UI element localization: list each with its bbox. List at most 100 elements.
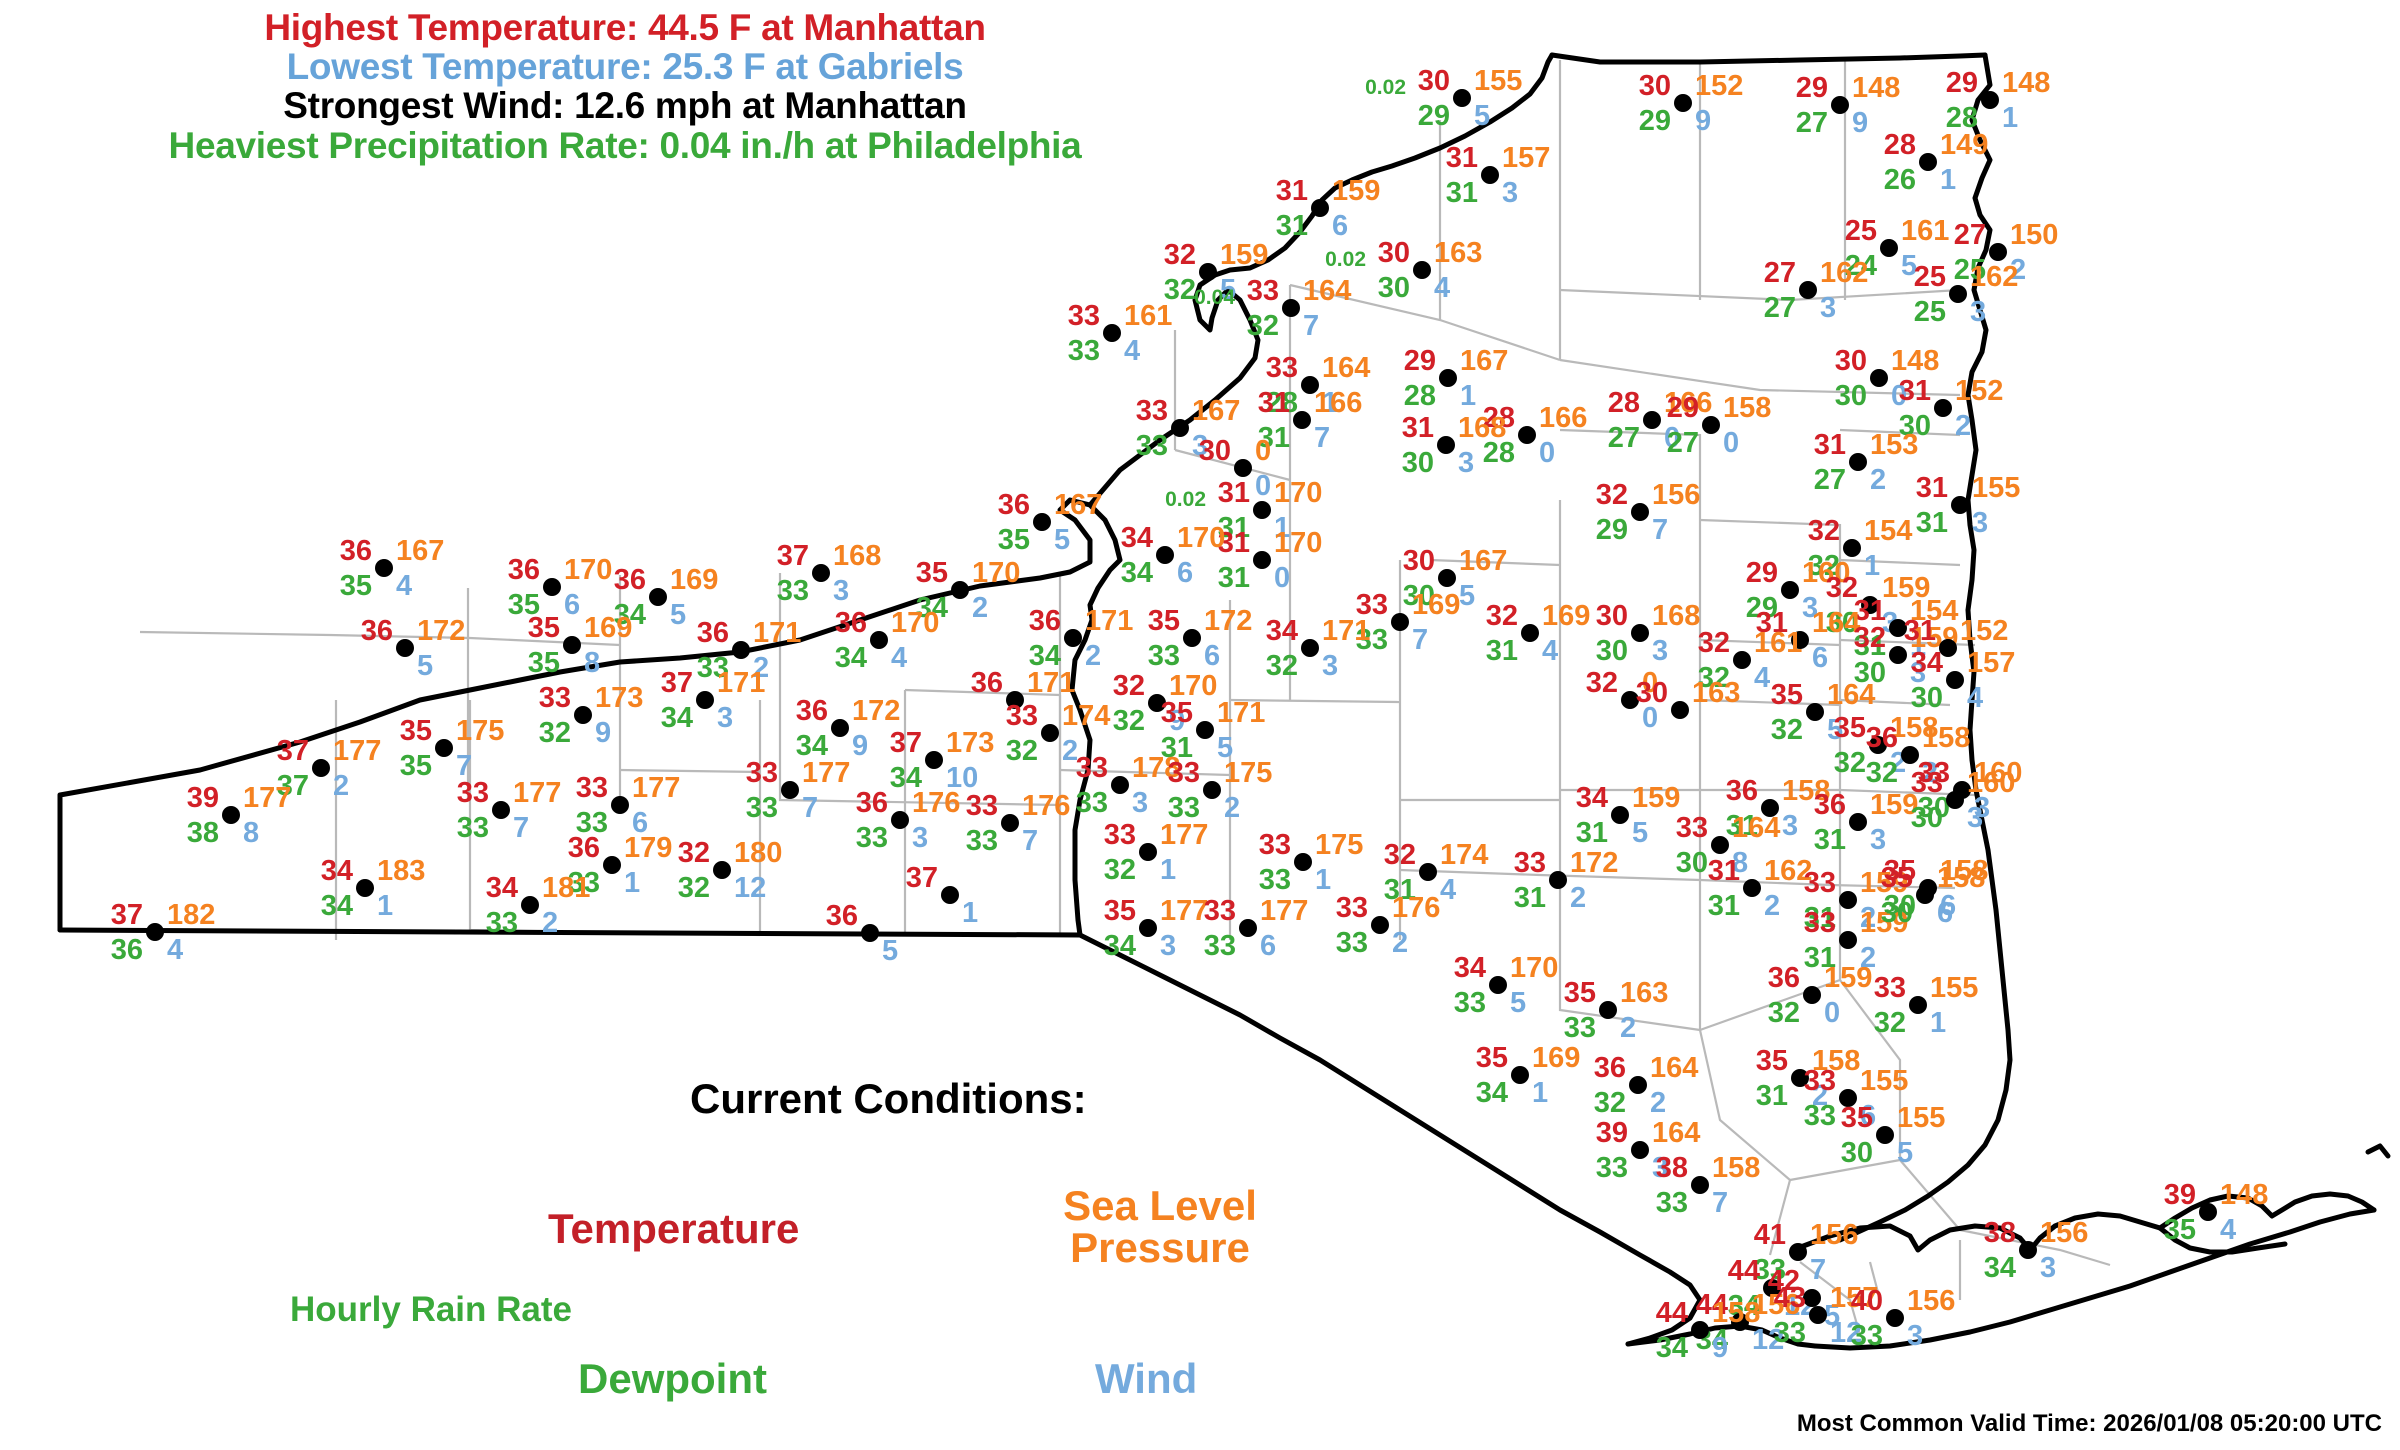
station-wind: 3 (1652, 1152, 1669, 1184)
station-temperature: 25 (1844, 215, 1877, 247)
station-dot-icon (1916, 886, 1934, 904)
station-wind: 3 (1782, 810, 1799, 842)
station-dot-icon (1763, 1279, 1781, 1297)
station-temperature: 33 (538, 682, 571, 714)
station-temperature: 30 (1595, 600, 1628, 632)
station-sea-level-pressure: 169 (1412, 589, 1461, 621)
station-wind: 2 (1812, 1080, 1829, 1112)
station-dot-icon (1311, 199, 1329, 217)
station-temperature: 34 (1265, 615, 1298, 647)
station-temperature: 37 (905, 862, 938, 894)
station-dot-icon (1843, 539, 1861, 557)
station-sea-level-pressure: 161 (1124, 300, 1173, 332)
station-sea-level-pressure: 156 (1810, 1219, 1859, 1251)
station-wind: 6 (1812, 642, 1829, 674)
station-temperature: 30 (1417, 65, 1450, 97)
station-wind: 5 (1217, 732, 1234, 764)
station-dewpoint: 30 (1825, 607, 1858, 639)
station-dot-icon (1691, 1176, 1709, 1194)
station-temperature: 33 (1917, 757, 1950, 789)
station-sea-level-pressure: 172 (1204, 605, 1253, 637)
station-temperature: 44 (1727, 1255, 1760, 1287)
station-precip-rate: 0.02 (1165, 488, 1206, 511)
station-dot-icon (1111, 776, 1129, 794)
station-dewpoint: 32 (1865, 757, 1898, 789)
station-temperature: 36 (613, 564, 646, 596)
station-dewpoint: 32 (1833, 747, 1866, 779)
station-sea-level-pressure: 183 (377, 855, 426, 887)
station-precip-rate: 0.04 (1194, 286, 1235, 309)
station-dewpoint: 33 (1773, 1317, 1806, 1349)
station-temperature: 25 (1913, 261, 1946, 293)
station-sea-level-pressure: 159 (1332, 175, 1381, 207)
station-sea-level-pressure: 180 (734, 837, 783, 869)
station-wind: 2 (1650, 1087, 1667, 1119)
station-dewpoint: 33 (1075, 787, 1108, 819)
station-dot-icon (1934, 399, 1952, 417)
station-temperature: 34 (320, 855, 353, 887)
station-dot-icon (1489, 976, 1507, 994)
station-dot-icon (1621, 691, 1639, 709)
station-dewpoint: 35 (339, 570, 372, 602)
station-dewpoint: 32 (1807, 550, 1840, 582)
station-sea-level-pressure: 172 (1570, 847, 1619, 879)
station-temperature: 29 (1745, 557, 1778, 589)
station-temperature: 35 (399, 715, 432, 747)
station-temperature: 31 (1915, 472, 1948, 504)
station-dot-icon (1889, 619, 1907, 637)
station-dot-icon (1781, 581, 1799, 599)
station-dewpoint: 35 (399, 750, 432, 782)
station-dewpoint: 34 (320, 890, 353, 922)
station-dot-icon (222, 806, 240, 824)
station-temperature: 35 (915, 557, 948, 589)
station-dot-icon (925, 751, 943, 769)
station-dewpoint: 30 (1910, 802, 1943, 834)
station-wind: 4 (1124, 335, 1141, 367)
station-wind: 7 (1303, 310, 1320, 342)
station-dewpoint: 33 (1595, 1152, 1628, 1184)
station-wind: 7 (1412, 624, 1429, 656)
station-sea-level-pressure: 154 (1910, 595, 1959, 627)
station-wind: 2 (1085, 640, 1102, 672)
station-dot-icon (1301, 376, 1319, 394)
station-sea-level-pressure: 177 (1260, 895, 1309, 927)
station-wind: 1 (962, 897, 979, 929)
station-dewpoint: 33 (1203, 930, 1236, 962)
station-dot-icon (1413, 261, 1431, 279)
station-wind: 1 (1864, 550, 1881, 582)
station-dot-icon (1282, 299, 1300, 317)
station-temperature: 28 (1482, 402, 1515, 434)
station-temperature: 27 (1953, 219, 1986, 251)
station-temperature: 30 (1834, 345, 1867, 377)
station-wind: 1 (1910, 630, 1927, 662)
station-temperature: 36 (696, 617, 729, 649)
station-temperature: 31 (1217, 527, 1250, 559)
station-dot-icon (396, 639, 414, 657)
station-dot-icon (870, 631, 888, 649)
station-dot-icon (375, 559, 393, 577)
station-sea-level-pressure: 170 (891, 607, 940, 639)
summary-panel: Highest Temperature: 44.5 F at Manhattan… (0, 8, 1250, 165)
station-dot-icon (1041, 724, 1059, 742)
station-wind: 2 (1955, 410, 1972, 442)
station-temperature: 40 (1850, 1285, 1883, 1317)
station-dewpoint: 30 (1402, 580, 1435, 612)
station-sea-level-pressure: 156 (2040, 1217, 2089, 1249)
station-wind: 4 (1440, 874, 1457, 906)
station-wind: 3 (1972, 507, 1989, 539)
station-dewpoint: 31 (1485, 635, 1518, 667)
station-temperature: 30 (1635, 677, 1668, 709)
station-dewpoint: 31 (1707, 890, 1740, 922)
station-temperature: 36 (1767, 962, 1800, 994)
station-temperature: 32 (677, 837, 710, 869)
station-dot-icon (1549, 871, 1567, 889)
station-dewpoint: 32 (538, 717, 571, 749)
station-dewpoint: 37 (276, 770, 309, 802)
highest-temperature-line: Highest Temperature: 44.5 F at Manhattan (264, 7, 986, 48)
station-temperature: 33 (1335, 892, 1368, 924)
station-dewpoint: 35 (997, 524, 1030, 556)
station-sea-level-pressure: 170 (972, 557, 1021, 589)
station-dewpoint: 33 (1355, 624, 1388, 656)
station-wind: 3 (833, 575, 850, 607)
station-dot-icon (1481, 166, 1499, 184)
